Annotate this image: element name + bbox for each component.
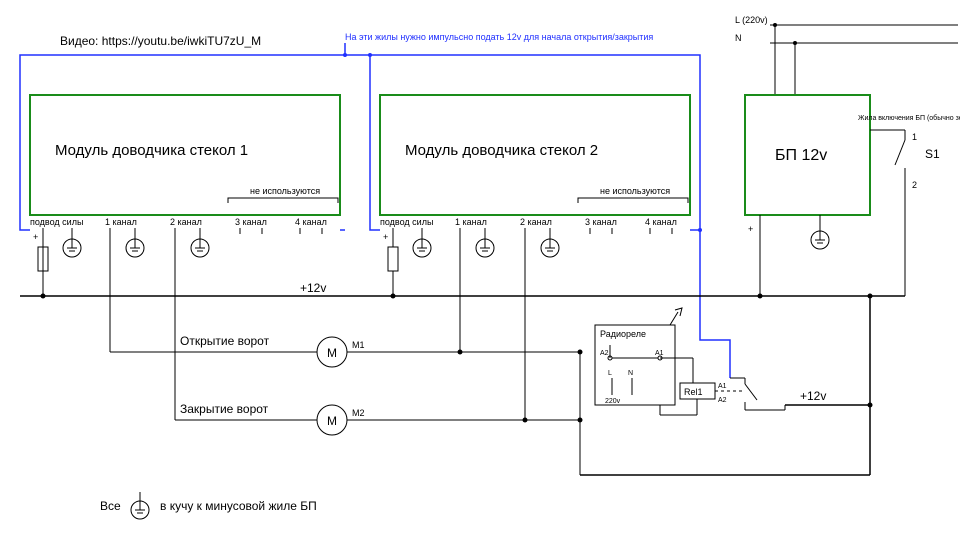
ground-icon bbox=[811, 215, 829, 249]
video-link-text: Видео: https://youtu.be/iwkiTU7zU_M bbox=[60, 34, 261, 48]
module1-ch2: 2 канал bbox=[170, 217, 202, 227]
ground-icon bbox=[476, 228, 494, 257]
module1-unused: не используются bbox=[250, 186, 320, 196]
module1-ch4: 4 канал bbox=[295, 217, 327, 227]
bus12v-right-label: +12v bbox=[800, 389, 826, 403]
ground-icon bbox=[126, 228, 144, 257]
svg-text:M: M bbox=[327, 414, 337, 428]
psu-title: БП 12v bbox=[775, 147, 827, 164]
radio-title: Радиореле bbox=[600, 329, 646, 339]
ground-icon bbox=[63, 228, 81, 257]
motor2-name: M2 bbox=[352, 408, 365, 418]
bus-12v-label: +12v bbox=[300, 281, 326, 295]
switch-note: Жила включения БП (обычно зеленая) bbox=[858, 114, 960, 122]
motor2: M M2 Закрытие ворот bbox=[180, 402, 365, 435]
psu-plus: + bbox=[748, 224, 753, 234]
legend: Все в кучу к минусовой жиле БП bbox=[100, 492, 317, 519]
top-note: На эти жилы нужно импульсно подать 12v д… bbox=[345, 32, 653, 42]
svg-text:A1: A1 bbox=[718, 383, 727, 390]
switch-t1: 1 bbox=[912, 132, 917, 142]
svg-text:M: M bbox=[327, 346, 337, 360]
module2-ch1: 1 канал bbox=[455, 217, 487, 227]
impulse-wire-blue bbox=[20, 43, 345, 230]
svg-text:L: L bbox=[608, 370, 612, 377]
mains-N-label: N bbox=[735, 33, 742, 43]
ground-icon bbox=[541, 228, 559, 257]
motor1-label: Открытие ворот bbox=[180, 334, 270, 348]
module2-title: Модуль доводчика стекол 2 bbox=[405, 142, 598, 159]
svg-text:A2: A2 bbox=[718, 397, 727, 404]
mains-L-label: L (220v) bbox=[735, 15, 768, 25]
ground-icon bbox=[191, 228, 209, 257]
wiring-diagram: Видео: https://youtu.be/iwkiTU7zU_M На э… bbox=[0, 0, 960, 543]
motor2-label: Закрытие ворот bbox=[180, 402, 269, 416]
svg-text:N: N bbox=[628, 370, 633, 377]
module2-power-label: подвод силы bbox=[380, 217, 433, 227]
svg-text:220v: 220v bbox=[605, 398, 621, 405]
module1-power-label: подвод силы bbox=[30, 217, 83, 227]
module1-title: Модуль доводчика стекол 1 bbox=[55, 142, 248, 159]
module2-plus: + bbox=[383, 232, 388, 242]
module2-ch2: 2 канал bbox=[520, 217, 552, 227]
relay-name: Rel1 bbox=[684, 387, 703, 397]
switch-t2: 2 bbox=[912, 180, 917, 190]
module1-ch1: 1 канал bbox=[105, 217, 137, 227]
module2-ch4: 4 канал bbox=[645, 217, 677, 227]
svg-text:в кучу к минусовой жиле БП: в кучу к минусовой жиле БП bbox=[160, 499, 317, 513]
svg-text:A2: A2 bbox=[600, 350, 609, 357]
module1-plus: + bbox=[33, 232, 38, 242]
svg-text:Все: Все bbox=[100, 499, 121, 513]
module2-ch3: 3 канал bbox=[585, 217, 617, 227]
module2-unused: не используются bbox=[600, 186, 670, 196]
switch-name: S1 bbox=[925, 147, 940, 161]
motor1-name: M1 bbox=[352, 340, 365, 350]
ground-icon bbox=[413, 228, 431, 257]
motor1: M M1 Открытие ворот bbox=[180, 334, 365, 367]
module1-ch3: 3 канал bbox=[235, 217, 267, 227]
